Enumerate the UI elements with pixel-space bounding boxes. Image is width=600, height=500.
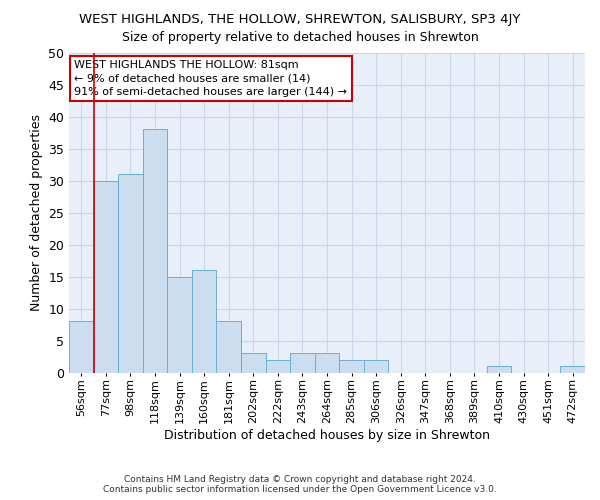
Bar	[339, 360, 364, 372]
Bar	[315, 354, 339, 372]
Bar	[118, 174, 143, 372]
Text: Size of property relative to detached houses in Shrewton: Size of property relative to detached ho…	[122, 31, 478, 44]
Bar	[143, 130, 167, 372]
Text: Contains HM Land Registry data © Crown copyright and database right 2024.
Contai: Contains HM Land Registry data © Crown c…	[103, 474, 497, 494]
Y-axis label: Number of detached properties: Number of detached properties	[29, 114, 43, 311]
Bar	[364, 360, 388, 372]
Bar	[167, 276, 192, 372]
Bar	[94, 180, 118, 372]
X-axis label: Distribution of detached houses by size in Shrewton: Distribution of detached houses by size …	[164, 428, 490, 442]
Bar	[192, 270, 217, 372]
Bar	[290, 354, 315, 372]
Text: WEST HIGHLANDS THE HOLLOW: 81sqm
← 9% of detached houses are smaller (14)
91% of: WEST HIGHLANDS THE HOLLOW: 81sqm ← 9% of…	[74, 60, 347, 97]
Bar	[266, 360, 290, 372]
Bar	[487, 366, 511, 372]
Bar	[69, 322, 94, 372]
Bar	[217, 322, 241, 372]
Bar	[560, 366, 585, 372]
Text: WEST HIGHLANDS, THE HOLLOW, SHREWTON, SALISBURY, SP3 4JY: WEST HIGHLANDS, THE HOLLOW, SHREWTON, SA…	[79, 12, 521, 26]
Bar	[241, 354, 266, 372]
